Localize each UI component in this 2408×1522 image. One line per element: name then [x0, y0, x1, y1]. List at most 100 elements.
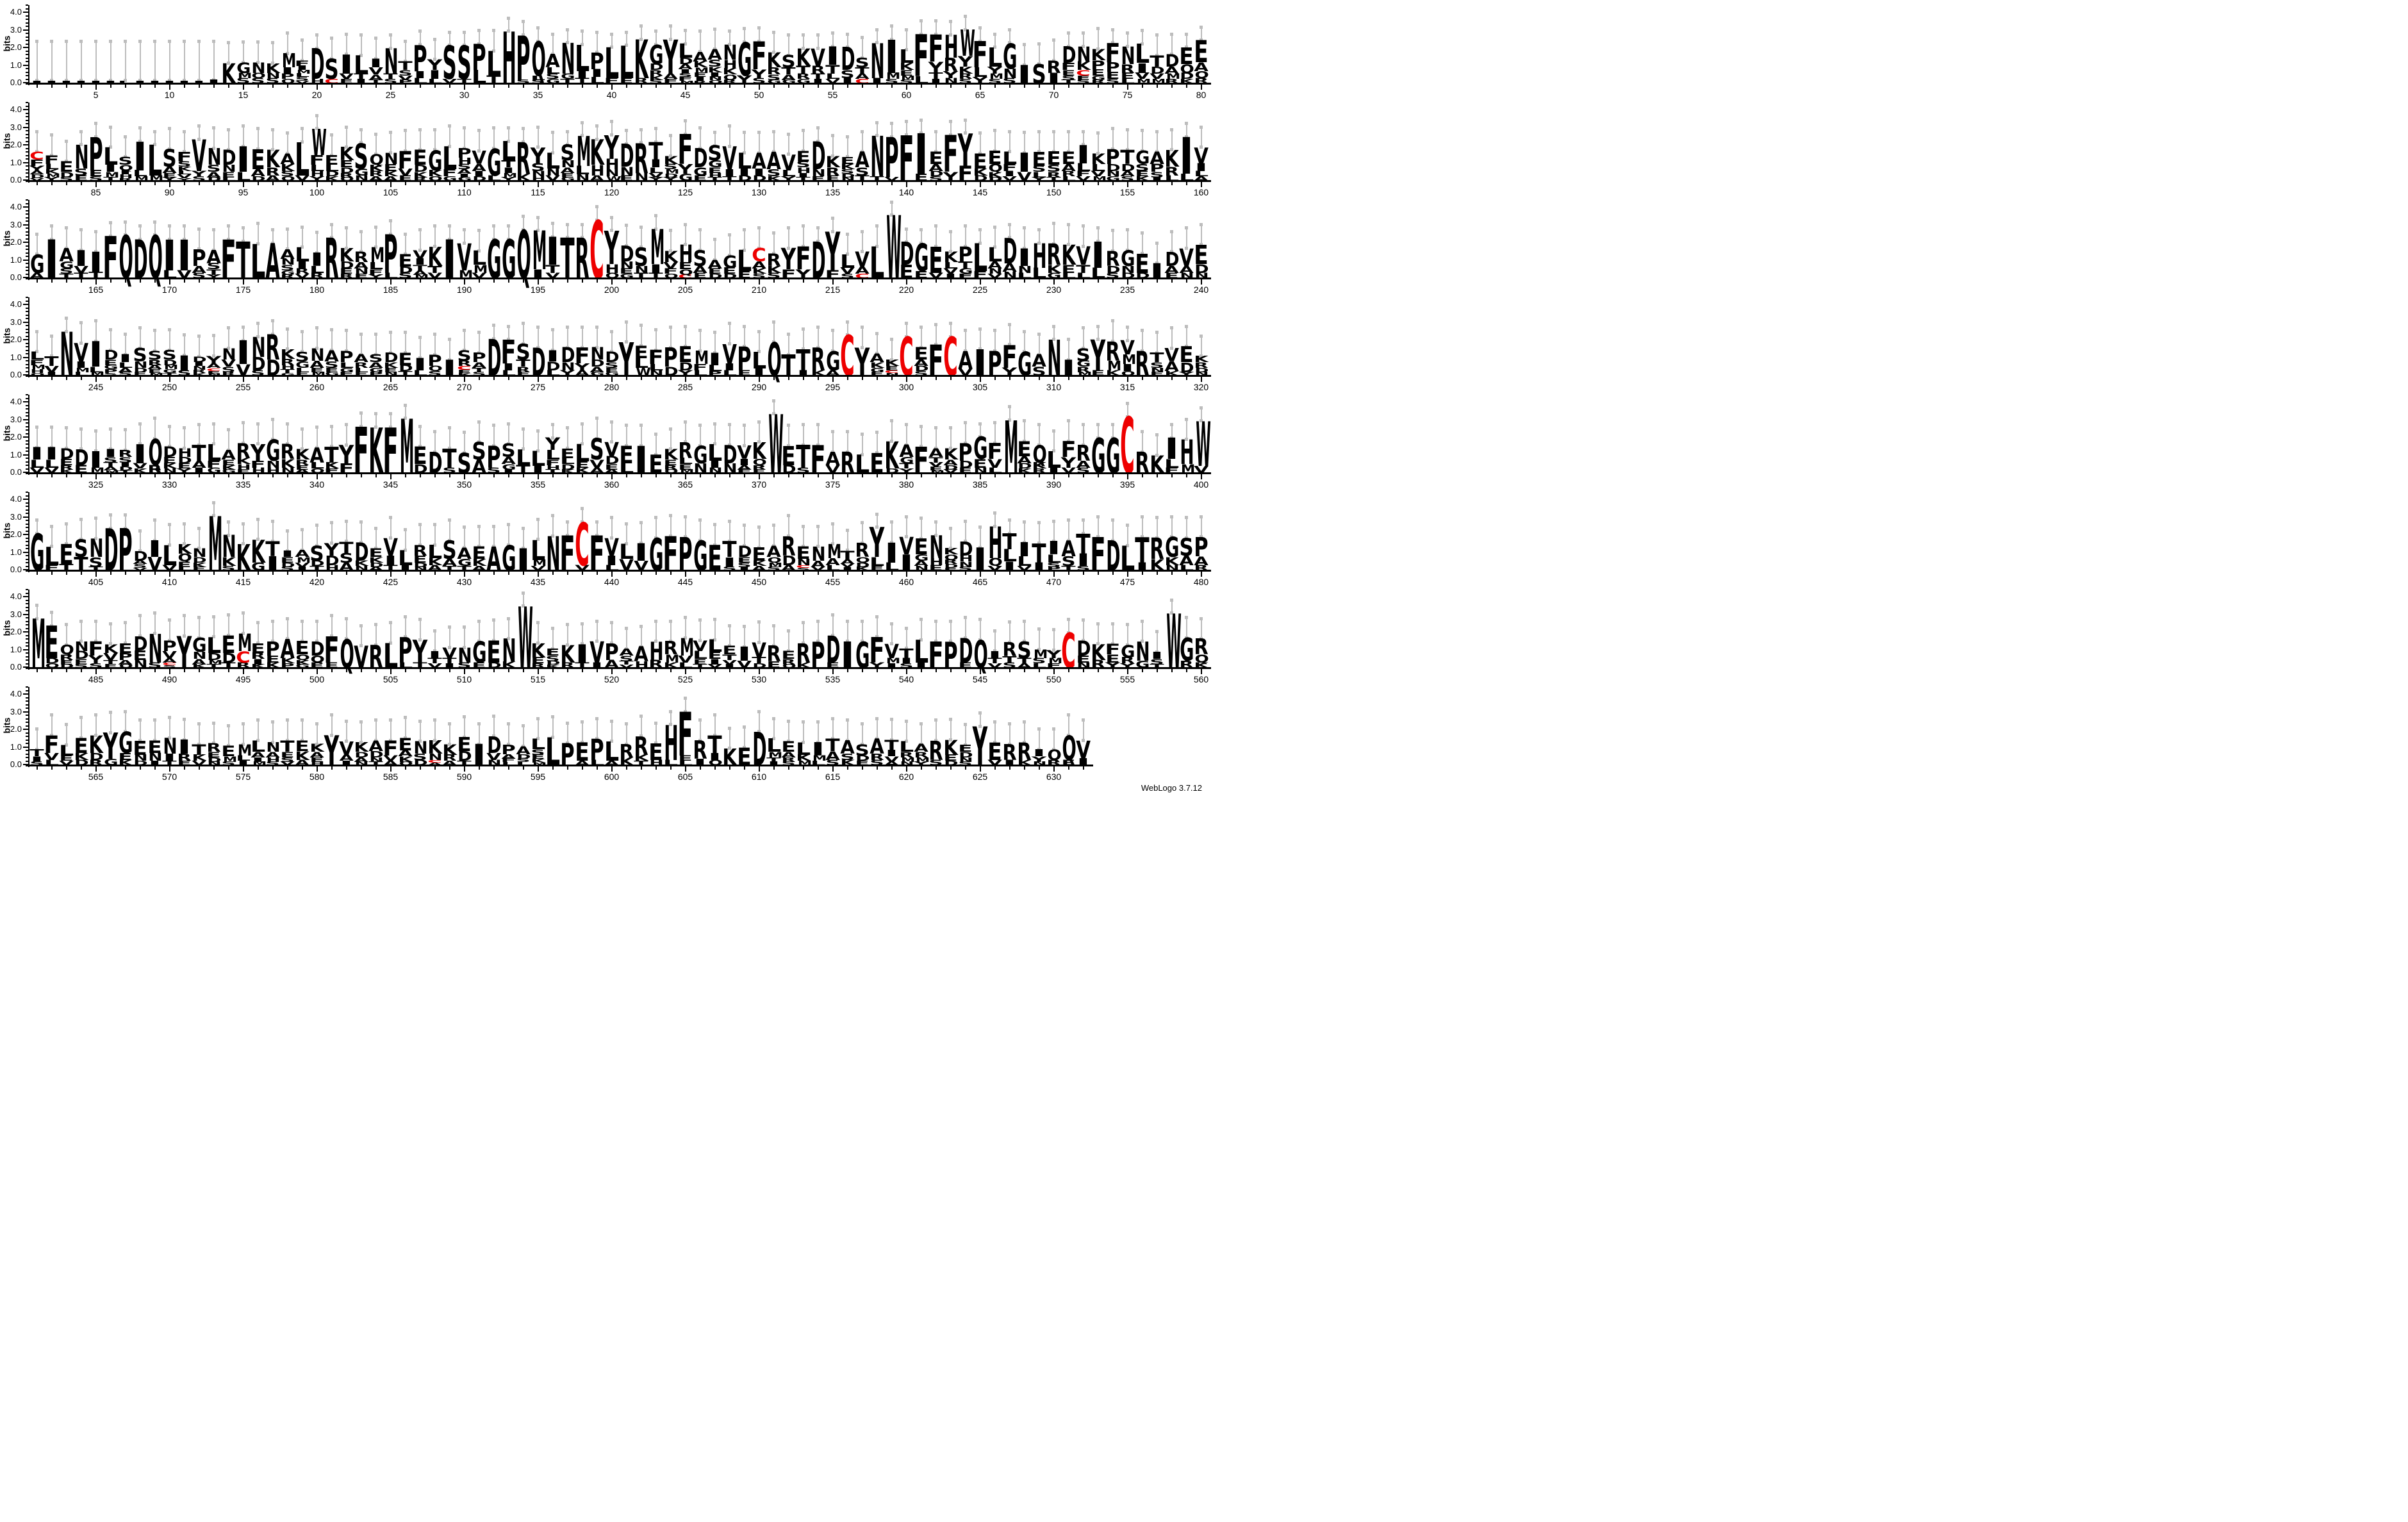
logo-letter: R: [693, 80, 707, 84]
logo-column: C: [943, 297, 958, 385]
logo-letter: A: [1164, 66, 1178, 76]
error-bar-cap: [757, 525, 761, 529]
error-bar-cap: [286, 529, 289, 533]
y-axis-tick: [26, 443, 28, 445]
logo-letter: A: [265, 239, 279, 287]
error-bar-cap: [1037, 627, 1041, 631]
y-axis-tick: [26, 75, 28, 76]
x-axis-tick: [846, 279, 848, 283]
y-axis-tick: [23, 12, 28, 13]
x-axis-tick: [552, 377, 554, 380]
logo-letter: R: [796, 641, 810, 667]
logo-letter: G: [1091, 434, 1105, 482]
error-bar-cap: [315, 524, 318, 527]
logo-column: I: [1017, 5, 1032, 88]
x-axis-tick: [743, 182, 745, 185]
x-axis-tick: [257, 85, 259, 88]
error-bar-cap: [875, 28, 878, 31]
logo-letter: F: [971, 38, 989, 74]
logo-letter: S: [442, 538, 458, 563]
x-axis-tick: [124, 572, 126, 575]
logo-column: Q: [118, 200, 133, 289]
error-bar-cap: [551, 627, 554, 631]
error-bar-cap: [418, 523, 422, 526]
error-bar: [404, 41, 406, 62]
x-axis-tick: [552, 85, 554, 88]
error-bar-cap: [448, 124, 451, 128]
logo-letter: P: [457, 147, 472, 160]
y-axis-tick: [26, 722, 28, 723]
logo-letter: S: [457, 451, 472, 478]
x-axis-tick: [699, 182, 701, 185]
error-bar: [65, 724, 67, 745]
logo-letter: F: [87, 640, 104, 659]
logo-letter: Y: [1090, 336, 1106, 378]
error-bar-cap: [816, 46, 820, 50]
logo-column: VDAYFC: [29, 103, 45, 181]
error-bar-cap: [581, 325, 584, 329]
logo-letter: K: [943, 548, 957, 556]
error-bar-cap: [1141, 329, 1144, 333]
logo-letter: I: [582, 69, 611, 79]
error-bar-cap: [787, 424, 790, 427]
x-axis-tick: [36, 474, 38, 477]
x-axis-tick: [154, 474, 156, 477]
y-axis-tick: [23, 729, 28, 730]
error-bar-cap: [1111, 518, 1114, 522]
x-axis-tick: [1126, 182, 1128, 187]
logo-letter: I: [1039, 72, 1068, 87]
y-axis-tick: [26, 227, 28, 229]
x-axis-tick-label: 195: [525, 285, 551, 295]
error-bar: [316, 35, 318, 48]
logo-letter: S: [1032, 62, 1047, 88]
logo-column: MATSI: [103, 395, 119, 474]
error-bar: [1141, 30, 1143, 44]
x-axis-tick: [817, 182, 819, 185]
logo-letter: N: [590, 346, 604, 363]
error-bar: [1156, 35, 1158, 55]
error-bar-cap: [197, 124, 201, 128]
error-bar-cap: [964, 118, 967, 122]
x-axis-tick-label: 405: [83, 577, 109, 587]
error-bar-cap: [286, 131, 289, 135]
logo-letter: R: [516, 138, 530, 182]
error-bar-cap: [993, 225, 996, 229]
logo-plot-area: VDAYFCYMKLFSDEESNSEPTMILRHIQSMLIMLYEASYV…: [29, 103, 1208, 192]
error-bar: [699, 620, 701, 641]
logo-letter: S: [1061, 75, 1076, 81]
x-axis-tick: [891, 279, 893, 283]
error-bar-cap: [227, 326, 230, 330]
error-bar-cap: [315, 113, 318, 117]
error-bar-cap: [374, 526, 377, 530]
logo-letter: M: [1137, 78, 1151, 84]
error-bar-cap: [978, 26, 982, 29]
error-bar-cap: [404, 528, 407, 532]
x-axis-tick: [1126, 85, 1128, 90]
logo-row: 0.01.02.03.04.0bitsVLIVLIKREDEDMIMATSITD…: [0, 392, 1211, 490]
x-axis-tick: [994, 572, 996, 575]
logo-letter: V: [1164, 347, 1179, 365]
logo-letter: S: [531, 79, 546, 85]
y-axis-tick: [26, 541, 28, 542]
